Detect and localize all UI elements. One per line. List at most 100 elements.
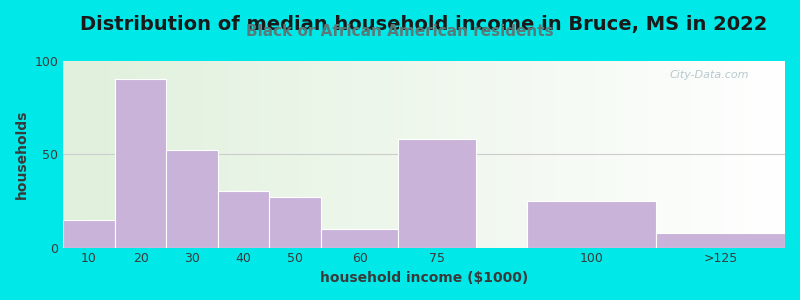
Bar — [164, 61, 169, 248]
Bar — [522, 61, 526, 248]
Bar — [424, 61, 428, 248]
Bar — [687, 61, 692, 248]
Bar — [323, 61, 327, 248]
Bar — [208, 61, 212, 248]
Bar — [760, 61, 764, 248]
Bar — [731, 61, 735, 248]
Bar — [698, 61, 702, 248]
Bar — [527, 201, 656, 248]
Bar — [355, 61, 360, 248]
Bar — [666, 61, 670, 248]
Bar — [233, 61, 237, 248]
Bar — [283, 61, 287, 248]
Bar — [435, 61, 439, 248]
Bar — [309, 61, 313, 248]
Bar — [341, 61, 346, 248]
Bar — [197, 61, 201, 248]
Bar — [493, 61, 497, 248]
Bar — [626, 61, 630, 248]
Bar — [670, 61, 674, 248]
Bar — [605, 61, 609, 248]
Bar — [161, 61, 165, 248]
Bar — [467, 61, 471, 248]
Bar — [720, 61, 724, 248]
Bar — [579, 61, 583, 248]
Bar — [182, 61, 186, 248]
Bar — [215, 61, 219, 248]
Bar — [428, 61, 432, 248]
Bar — [125, 61, 129, 248]
Bar — [694, 61, 699, 248]
Bar — [305, 61, 309, 248]
Bar — [302, 61, 306, 248]
Bar — [262, 61, 266, 248]
Bar — [576, 61, 580, 248]
Bar — [99, 61, 103, 248]
Bar — [615, 61, 619, 248]
Bar — [634, 61, 638, 248]
Bar — [594, 61, 598, 248]
Bar — [756, 61, 760, 248]
Bar — [533, 61, 537, 248]
Bar — [763, 61, 767, 248]
Bar — [186, 61, 190, 248]
Bar — [774, 61, 778, 248]
Bar — [247, 61, 251, 248]
Bar — [727, 61, 731, 248]
Bar — [374, 61, 378, 248]
Bar — [103, 61, 107, 248]
Bar — [132, 61, 136, 248]
Bar — [63, 61, 67, 248]
Bar — [770, 61, 774, 248]
Bar — [691, 61, 695, 248]
Bar — [385, 61, 389, 248]
Bar — [536, 61, 540, 248]
Bar — [612, 61, 616, 248]
Bar — [142, 61, 147, 248]
Bar — [507, 61, 511, 248]
Bar — [230, 61, 234, 248]
Bar — [115, 79, 166, 248]
Bar — [514, 61, 518, 248]
Bar — [619, 61, 623, 248]
Bar — [240, 61, 244, 248]
Bar — [168, 61, 172, 248]
Bar — [359, 61, 363, 248]
Bar — [269, 61, 273, 248]
Bar — [460, 61, 464, 248]
Text: Black or African American residents: Black or African American residents — [246, 24, 554, 39]
Bar — [312, 61, 317, 248]
Bar — [417, 61, 421, 248]
Bar — [276, 61, 280, 248]
Bar — [157, 61, 162, 248]
Bar — [702, 61, 706, 248]
Bar — [706, 61, 710, 248]
Bar — [749, 61, 753, 248]
Bar — [171, 61, 176, 248]
Bar — [287, 61, 291, 248]
Bar — [211, 61, 215, 248]
Bar — [550, 61, 554, 248]
Bar — [82, 61, 86, 248]
Bar — [135, 61, 139, 248]
Bar — [622, 61, 626, 248]
Bar — [67, 61, 71, 248]
Bar — [280, 61, 284, 248]
Bar — [398, 139, 476, 248]
Bar — [601, 61, 605, 248]
Bar — [453, 61, 457, 248]
Bar — [583, 61, 587, 248]
Bar — [641, 61, 645, 248]
Bar — [106, 61, 110, 248]
Bar — [778, 61, 782, 248]
Bar — [554, 61, 558, 248]
Bar — [193, 61, 198, 248]
Bar — [680, 61, 685, 248]
Bar — [226, 61, 230, 248]
Bar — [644, 61, 648, 248]
Bar — [410, 61, 414, 248]
Bar — [569, 61, 573, 248]
Bar — [753, 61, 757, 248]
Bar — [63, 220, 115, 248]
Bar — [348, 61, 353, 248]
